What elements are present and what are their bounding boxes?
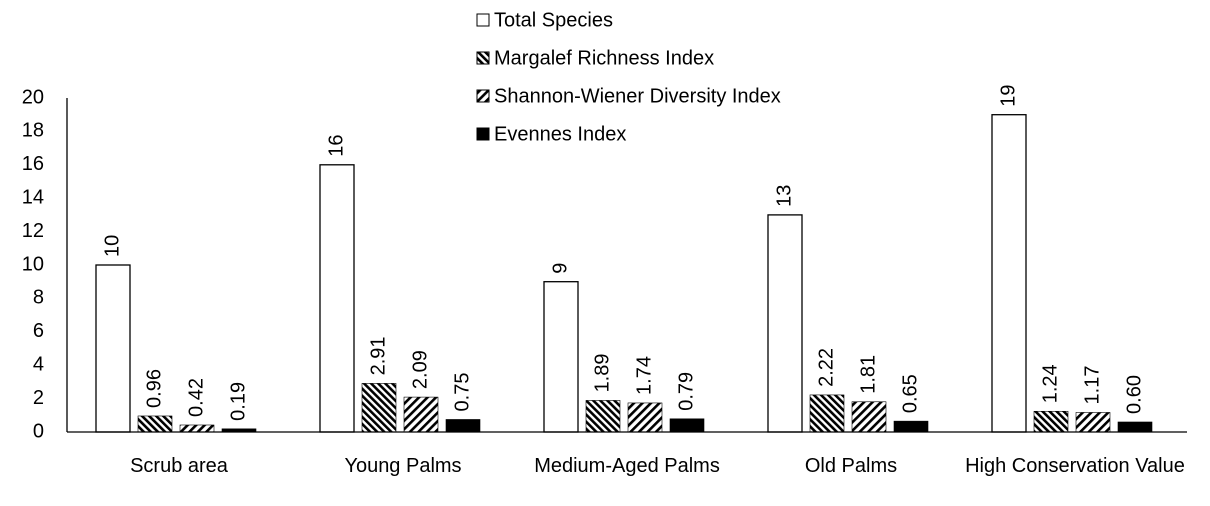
bar	[445, 419, 481, 433]
bar	[543, 281, 579, 433]
bar	[809, 394, 845, 433]
legend-swatch	[476, 127, 490, 141]
bar	[179, 424, 215, 433]
x-tick-label: Medium-Aged Palms	[534, 455, 720, 477]
value-label: 19	[997, 84, 1019, 106]
y-tick-label: 12	[22, 220, 44, 242]
y-tick-label: 20	[22, 86, 44, 108]
y-tick-label: 6	[33, 320, 44, 342]
value-label: 0.42	[185, 378, 207, 417]
bar	[1117, 421, 1153, 433]
value-label: 0.19	[227, 382, 249, 421]
x-tick-label: Young Palms	[344, 455, 462, 477]
value-label: 13	[773, 185, 795, 207]
value-label: 1.89	[591, 353, 613, 392]
bar	[767, 214, 803, 433]
y-tick-label: 0	[33, 420, 44, 442]
value-label: 2.09	[409, 350, 431, 389]
value-label: 0.96	[143, 369, 165, 408]
legend-label: Total Species	[494, 9, 613, 31]
bar	[627, 402, 663, 433]
value-label: 16	[325, 135, 347, 157]
value-label: 0.65	[899, 374, 921, 413]
value-label: 1.74	[633, 356, 655, 395]
bar	[319, 164, 355, 433]
legend-swatch	[476, 89, 490, 103]
value-label: 2.91	[367, 336, 389, 375]
value-label: 9	[549, 263, 571, 274]
value-label: 0.60	[1123, 375, 1145, 414]
bar	[95, 264, 131, 433]
legend-swatch	[476, 51, 490, 65]
value-label: 1.81	[857, 355, 879, 394]
bar	[1033, 410, 1069, 433]
value-label: 2.22	[815, 348, 837, 387]
bar	[851, 401, 887, 433]
value-label: 0.75	[451, 373, 473, 412]
y-tick-label: 10	[22, 253, 44, 275]
y-tick-label: 14	[22, 186, 44, 208]
bar	[1075, 412, 1111, 433]
legend-swatch	[476, 13, 490, 27]
x-tick-label: High Conservation Value	[965, 455, 1185, 477]
legend-label: Margalef Richness Index	[494, 47, 714, 69]
legend-label: Evennes Index	[494, 123, 626, 145]
value-label: 0.79	[675, 372, 697, 411]
value-label: 10	[101, 235, 123, 257]
bar	[893, 420, 929, 433]
y-tick-label: 8	[33, 287, 44, 309]
x-tick-label: Old Palms	[804, 455, 898, 477]
bar	[669, 418, 705, 433]
y-tick-label: 18	[22, 120, 44, 142]
y-tick-label: 2	[33, 387, 44, 409]
x-tick-label: Scrub area	[130, 455, 228, 477]
y-tick-label: 16	[22, 153, 44, 175]
y-tick-label: 4	[33, 353, 44, 375]
value-label: 1.17	[1081, 366, 1103, 405]
bar	[585, 400, 621, 433]
bar	[137, 415, 173, 433]
bar	[991, 114, 1027, 433]
legend-label: Shannon-Wiener Diversity Index	[494, 85, 781, 107]
bar	[361, 383, 397, 433]
value-label: 1.24	[1039, 364, 1061, 403]
bar	[403, 396, 439, 433]
